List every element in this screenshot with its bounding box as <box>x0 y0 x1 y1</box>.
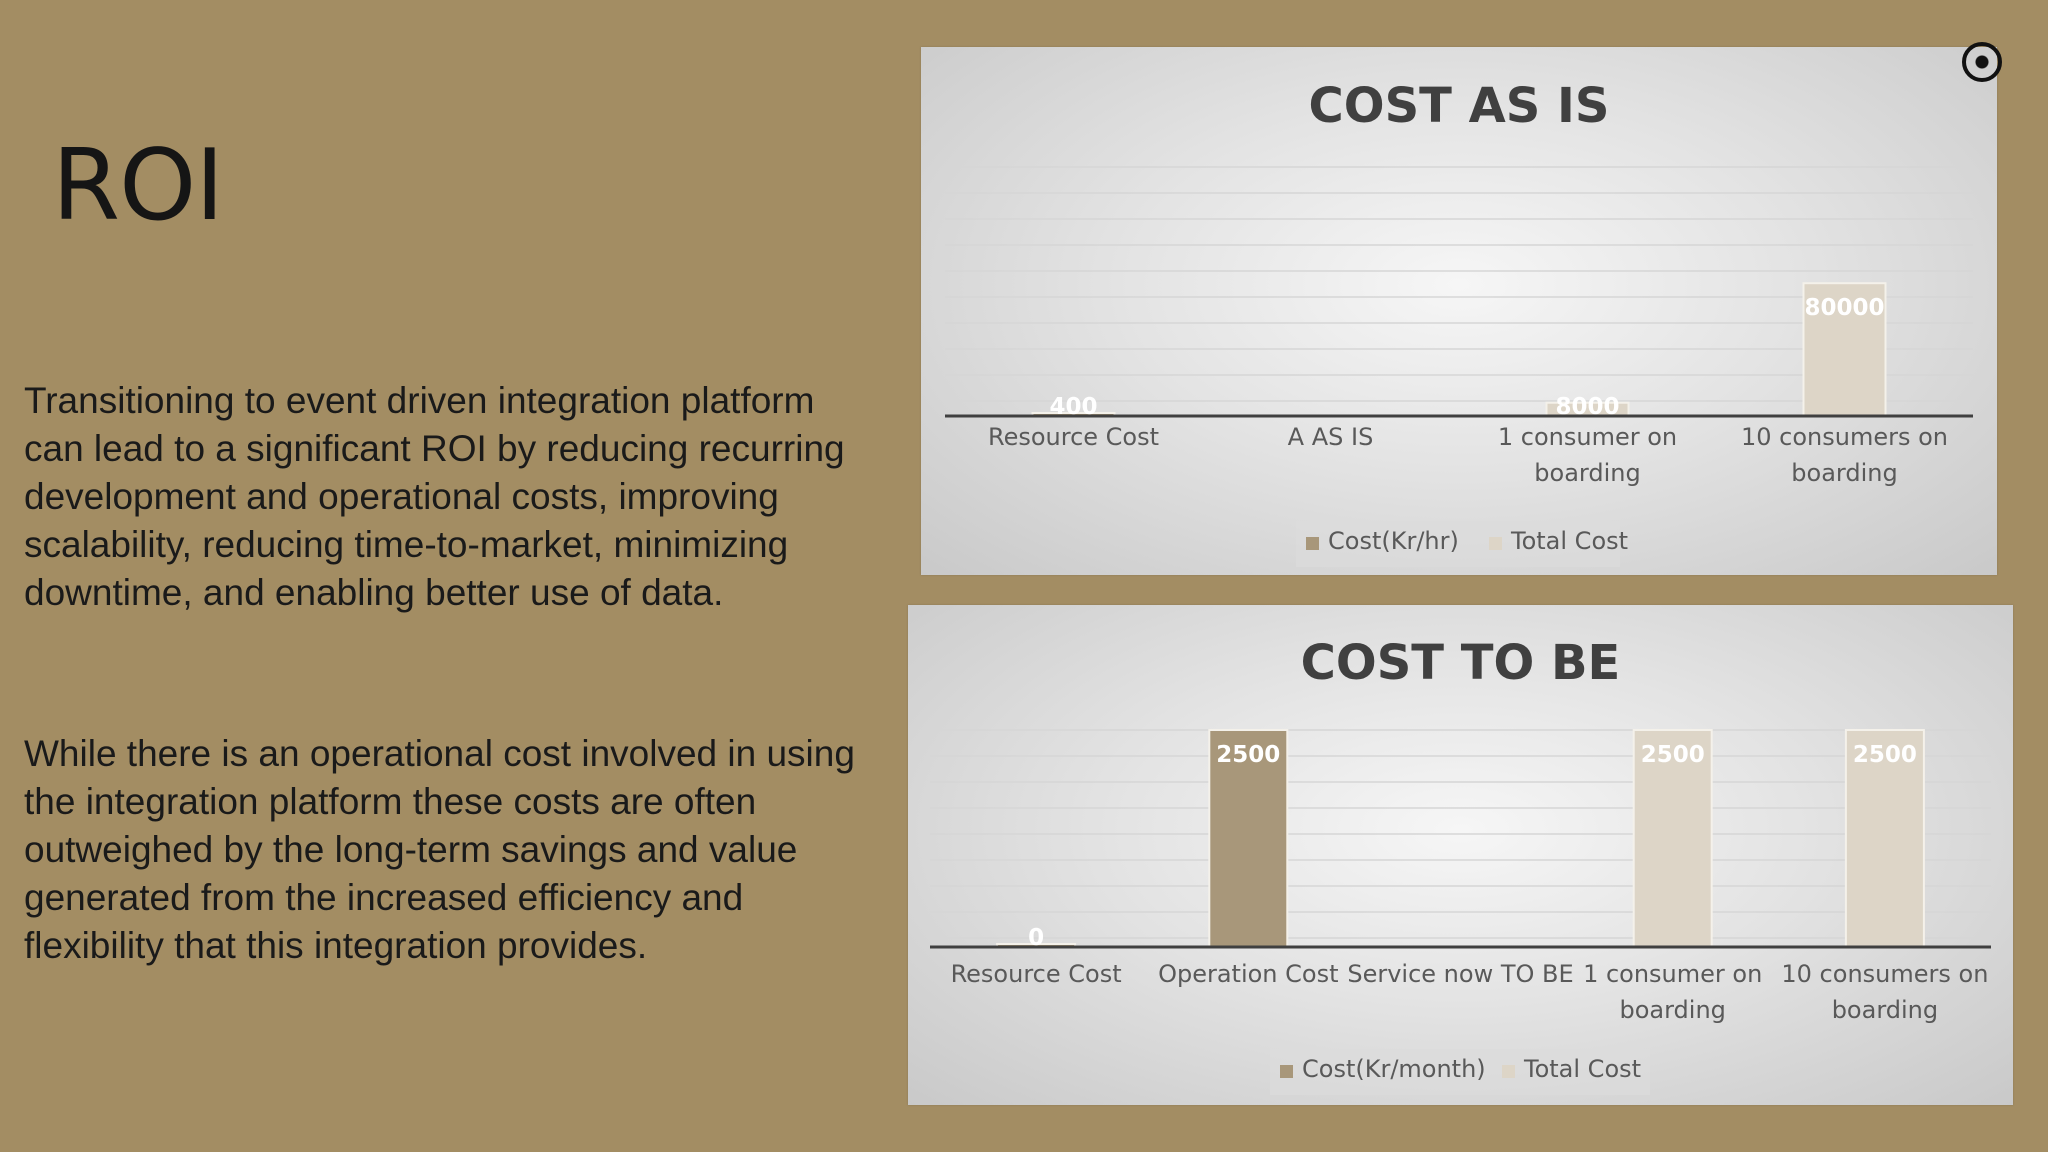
chart-title: COST TO BE <box>1301 635 1621 691</box>
category-label: 1 consumer on <box>1498 423 1677 451</box>
data-label: 0 <box>1028 925 1044 951</box>
slide-title: ROI <box>52 129 224 243</box>
roi-paragraph: Transitioning to event driven integratio… <box>24 380 845 613</box>
data-label: 80000 <box>1804 295 1884 321</box>
record-icon[interactable] <box>1962 42 2002 82</box>
legend-entry: Total Cost <box>1510 527 1628 555</box>
category-label: Operation Cost <box>1158 960 1338 988</box>
legend-entry: Total Cost <box>1523 1055 1641 1083</box>
data-label: 2500 <box>1641 742 1705 768</box>
data-label: 2500 <box>1216 742 1280 768</box>
chart-cost-as-is: COST AS IS 400 Resource Cost A AS IS 8000 1 c… <box>921 47 1997 575</box>
bar <box>1844 729 1925 948</box>
category-label: 1 consumer on <box>1583 960 1762 988</box>
category-label: A AS IS <box>1288 423 1374 451</box>
bar <box>1208 729 1289 948</box>
legend-box <box>1296 521 1620 567</box>
category-label: boarding <box>1832 996 1938 1024</box>
legend-swatch <box>1489 537 1502 550</box>
chart-cost-to-be-svg: COST TO BE 0 Resource Cost 2500 Operation Co… <box>930 635 1991 1095</box>
bar <box>1632 729 1713 948</box>
category-label: Resource Cost <box>951 960 1122 988</box>
category-label: Resource Cost <box>988 423 1159 451</box>
category-label: 10 consumers on <box>1741 423 1948 451</box>
category-label: 10 consumers on <box>1781 960 1988 988</box>
legend-box <box>1270 1049 1650 1095</box>
data-label: 2500 <box>1853 742 1917 768</box>
legend-swatch <box>1280 1065 1293 1078</box>
category-label: boarding <box>1619 996 1725 1024</box>
chart-title: COST AS IS <box>1309 78 1610 134</box>
category-label: Service now TO BE <box>1347 960 1573 988</box>
cost-paragraph: While there is an operational cost invol… <box>24 733 855 966</box>
legend-swatch <box>1306 537 1319 550</box>
category-label: boarding <box>1534 459 1640 487</box>
chart-cost-to-be: COST TO BE 0 Resource Cost 2500 Operation Co… <box>908 605 2013 1105</box>
category-label: boarding <box>1791 459 1897 487</box>
legend-swatch <box>1502 1065 1515 1078</box>
legend-entry: Cost(Kr/month) <box>1302 1055 1486 1083</box>
legend-entry: Cost(Kr/hr) <box>1328 527 1459 555</box>
